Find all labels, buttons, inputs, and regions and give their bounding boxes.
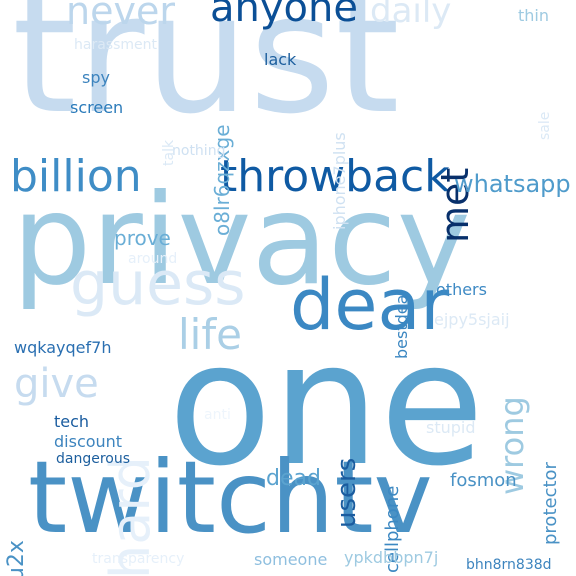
word-lack: lack <box>264 50 297 69</box>
word-whatsapp: whatsapp <box>454 170 571 198</box>
word-2xu4g63u2x: 2xu4g63u2x <box>4 540 29 576</box>
word-nothing: nothing <box>172 143 226 159</box>
word-fosmon: fosmon <box>450 470 517 491</box>
word-tech: tech <box>54 412 90 431</box>
word-ypkdbbpn7j: ypkdbbpn7j <box>344 548 439 567</box>
word-dangerous: dangerous <box>56 451 131 467</box>
word-prove: prove <box>114 226 171 250</box>
word-screen: screen <box>70 98 124 117</box>
word-dead: dead <box>266 466 321 491</box>
word-discount: discount <box>54 432 123 451</box>
word-never: never <box>66 0 175 33</box>
word-throwback: throwback <box>220 151 450 202</box>
word-bestdeal: bestdeal <box>392 290 411 359</box>
word-dear: dear <box>290 264 450 346</box>
word-one: one <box>168 306 485 504</box>
word-spy: spy <box>82 68 110 87</box>
word-anyone: anyone <box>210 0 358 31</box>
word-iphone7plus: iphone7plus <box>330 132 349 230</box>
word-sale: sale <box>537 112 553 141</box>
word-privacy: privacy <box>12 168 471 313</box>
word-transparency: transparency <box>92 551 185 567</box>
word-protector: protector <box>540 462 561 545</box>
word-twitchtv: twitchtv <box>28 439 433 556</box>
word-around: around <box>128 251 178 267</box>
word-life: life <box>178 310 242 359</box>
word-someone: someone <box>254 550 328 569</box>
word-trust: trust <box>12 0 400 150</box>
word-o8lr6qzxge: o8lr6qzxge <box>210 124 234 236</box>
word-daily: daily <box>370 0 452 31</box>
word-guess: guess <box>70 249 246 319</box>
word-thin: thin <box>518 6 549 25</box>
word-users: users <box>332 458 362 529</box>
word-wqkayqef7h: wqkayqef7h <box>14 338 112 357</box>
word-anti: anti <box>204 407 231 423</box>
word-harassment: harassment <box>74 37 157 53</box>
word-billion: billion <box>10 151 142 202</box>
word-bhn8rn838d: bhn8rn838d <box>466 557 552 573</box>
word-stupid: stupid <box>426 418 476 437</box>
word-ejpy5sjaij: ejpy5sjaij <box>434 310 510 329</box>
word-others: others <box>436 280 487 299</box>
word-give: give <box>14 361 99 407</box>
